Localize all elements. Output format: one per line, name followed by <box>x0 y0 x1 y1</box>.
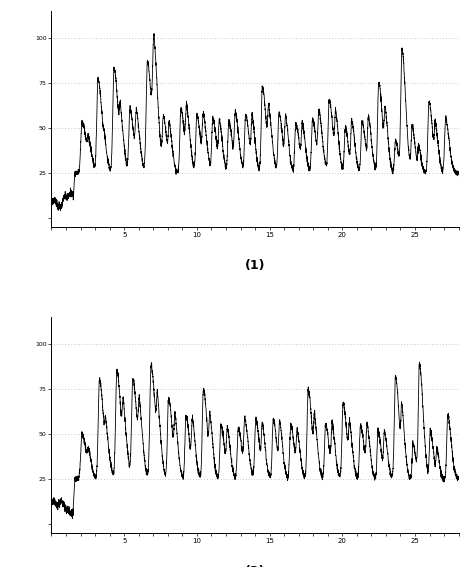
Text: (1): (1) <box>245 259 265 272</box>
Text: (2): (2) <box>245 565 265 567</box>
